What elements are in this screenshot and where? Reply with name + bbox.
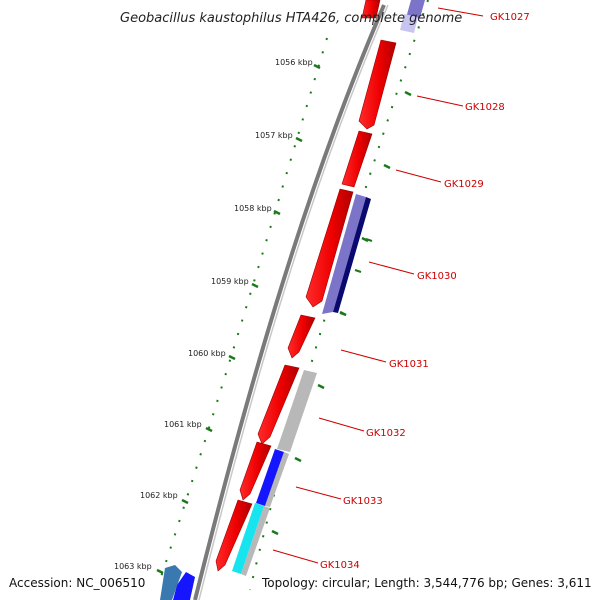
- kbp-label-1056: 1056 kbp: [275, 58, 313, 67]
- gene-label-gk1027[interactable]: GK1027: [490, 12, 530, 23]
- cds-cyan-gk1034[interactable]: [232, 503, 264, 574]
- accession-text: Accession: NC_006510: [9, 576, 145, 590]
- cds-gk1030[interactable]: [305, 188, 354, 308]
- gene-label-gk1033[interactable]: GK1033: [343, 496, 383, 507]
- topology-text: Topology: circular; Length: 3,544,776 bp…: [261, 576, 592, 590]
- cds-navy-gk1030[interactable]: [333, 197, 371, 313]
- kbp-label-1060: 1060 kbp: [188, 349, 226, 358]
- cds-gk1029[interactable]: [341, 130, 373, 188]
- kbp-label-1059: 1059 kbp: [211, 277, 249, 286]
- cds-lavender-gk1030[interactable]: [322, 194, 366, 314]
- cds-blue-gk1033[interactable]: [256, 449, 284, 506]
- cds-grey-gk1033[interactable]: [265, 452, 289, 507]
- cds-gk1034[interactable]: [215, 499, 253, 572]
- map-title: Geobacillus kaustophilus HTA426, complet…: [120, 11, 462, 26]
- gene-label-gk1032[interactable]: GK1032: [366, 428, 406, 439]
- inner-major-ticks: [156, 63, 321, 575]
- gene-label-gk1031[interactable]: GK1031: [389, 359, 429, 370]
- cds-blue-bottom[interactable]: [173, 572, 195, 600]
- cds-gk1033[interactable]: [239, 441, 272, 501]
- cds-grey-gk1032[interactable]: [277, 370, 317, 452]
- label-leaders: [272, 7, 484, 564]
- cds-gk1028[interactable]: [358, 39, 397, 130]
- gene-label-gk1028[interactable]: GK1028: [465, 102, 505, 113]
- cds-gk1027[interactable]: [361, 0, 381, 19]
- cds-features-red[interactable]: [215, 0, 397, 572]
- kbp-label-1063: 1063 kbp: [114, 562, 152, 571]
- gene-label-gk1034[interactable]: GK1034: [320, 560, 360, 571]
- cds-lavender-top[interactable]: [406, 0, 425, 18]
- cds-lavender-top-light[interactable]: [400, 14, 418, 33]
- cds-grey-gk1034[interactable]: [241, 506, 270, 576]
- kbp-label-1062: 1062 kbp: [140, 491, 178, 500]
- cds-gk1031[interactable]: [287, 314, 316, 359]
- gene-label-gk1030[interactable]: GK1030: [417, 271, 457, 282]
- feature-ticks: [339, 238, 373, 316]
- gene-label-gk1029[interactable]: GK1029: [444, 179, 484, 190]
- kbp-label-1057: 1057 kbp: [255, 131, 293, 140]
- genome-backbone: [193, 4, 386, 600]
- kbp-label-1058: 1058 kbp: [234, 204, 272, 213]
- cds-steel-bottom[interactable]: [160, 565, 182, 600]
- cds-gk1032[interactable]: [257, 364, 300, 445]
- genome-backbone-highlight: [198, 4, 389, 600]
- kbp-label-1061: 1061 kbp: [164, 420, 202, 429]
